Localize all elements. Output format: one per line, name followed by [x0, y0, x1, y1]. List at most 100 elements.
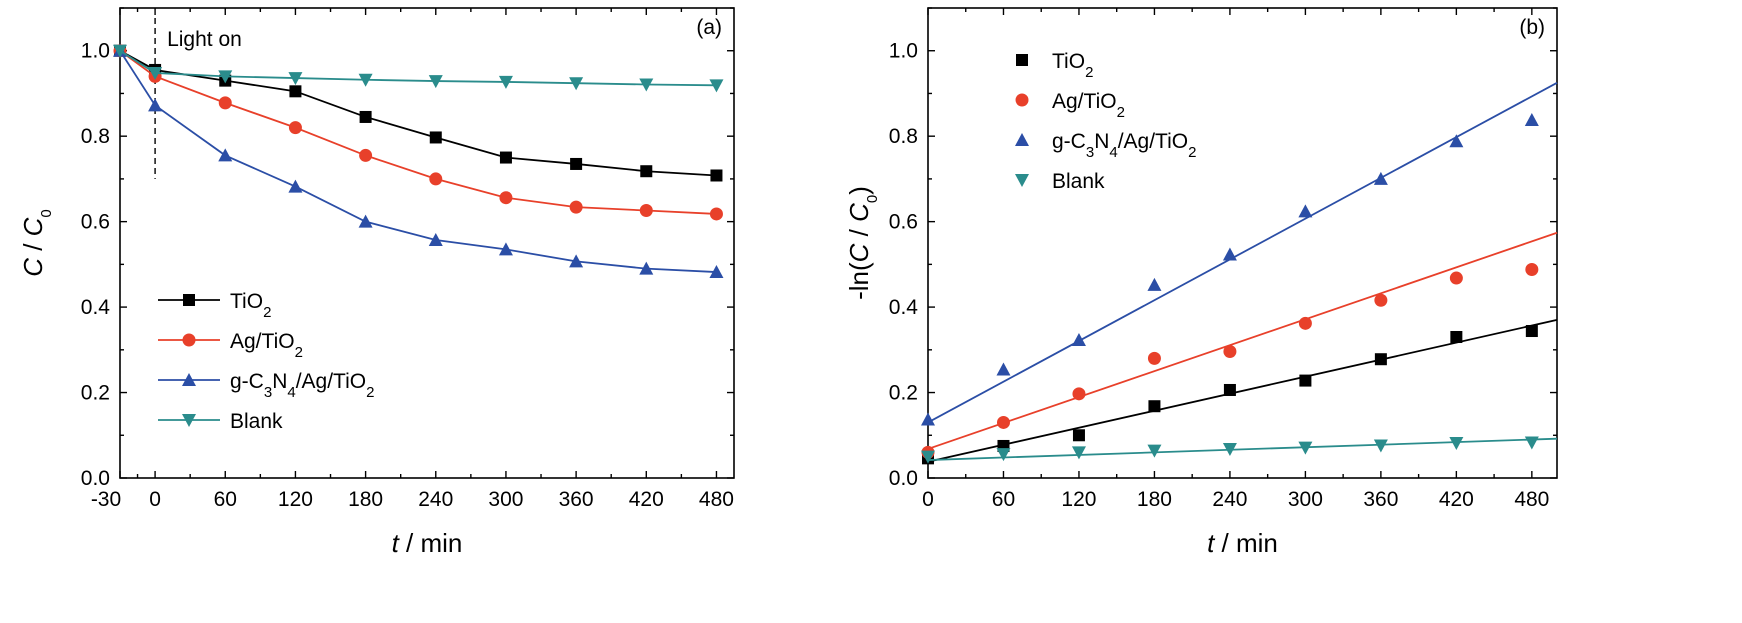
data-point [1147, 351, 1161, 365]
legend-marker [182, 414, 196, 427]
data-point [218, 96, 232, 110]
data-point [1222, 247, 1237, 261]
data-point [288, 72, 303, 86]
data-point [569, 200, 583, 214]
legend-marker [182, 333, 196, 347]
x-tick-label: 360 [559, 488, 594, 511]
legend-entry: g-C3N4/Ag/TiO2 [158, 370, 374, 401]
data-point [996, 415, 1010, 429]
x-tick-label: 0 [149, 488, 161, 511]
x-axis-label: t / min [392, 528, 463, 558]
legend-label: g-C3N4/Ag/TiO2 [1052, 130, 1196, 161]
data-point [359, 110, 372, 123]
legend: TiO2 Ag/TiO2 g-C3N4/Ag/TiO2 Blank [158, 290, 374, 433]
data-point [1449, 271, 1463, 285]
plot-frame [927, 7, 1558, 479]
legend-label: g-C3N4/Ag/TiO2 [230, 370, 374, 401]
data-point [1450, 331, 1463, 343]
light-on-label: Light on [167, 28, 242, 51]
y-tick-label: 0.6 [81, 211, 110, 234]
chart-panel-a: -30 0 60 120 180 240 300 360 420 480 0.0 0.2 0.4 0.6 0… [18, 7, 735, 558]
data-point [499, 151, 512, 164]
y-tick-label: 0.4 [889, 296, 919, 319]
data-point [498, 242, 513, 256]
x-tick-label: 300 [488, 488, 523, 511]
legend-entry: TiO2 [1016, 50, 1093, 81]
data-point [1449, 134, 1464, 148]
data-point [428, 75, 443, 89]
data-point [1525, 325, 1538, 338]
x-tick-label: 60 [992, 488, 1015, 511]
panel-label: (a) [696, 16, 722, 39]
x-tick-label: 0 [922, 488, 934, 511]
legend-entry: g-C3N4/Ag/TiO2 [1015, 130, 1196, 161]
legend-marker [1015, 174, 1029, 187]
data-point [429, 172, 443, 186]
x-tick-label: 360 [1363, 488, 1398, 511]
data-point [218, 148, 233, 162]
x-axis-label: t / min [1207, 528, 1278, 558]
x-tick-label: 420 [1439, 488, 1474, 511]
data-point [1071, 332, 1086, 346]
data-point [996, 362, 1011, 376]
y-axis-label: -ln(C / C0) [844, 186, 881, 300]
legend-entry: Blank [1015, 170, 1105, 193]
series-line [119, 50, 717, 273]
data-point [1148, 400, 1161, 413]
x-tick-label: 480 [1514, 488, 1549, 511]
data-point [1374, 293, 1388, 307]
y-tick-label: 0.4 [81, 296, 111, 319]
data-point [1449, 436, 1464, 450]
data-point [639, 78, 654, 92]
x-tick-label: 240 [1212, 488, 1247, 511]
series-line [119, 49, 717, 177]
data-point [710, 169, 723, 182]
data-point [570, 157, 583, 170]
series-line [119, 49, 717, 87]
data-point [1298, 316, 1312, 330]
y-tick-label: 1.0 [81, 40, 110, 63]
series-1 [921, 231, 1558, 459]
data-point [1147, 444, 1162, 458]
data-point [429, 131, 442, 144]
legend-marker [183, 294, 195, 306]
legend-label: Blank [1052, 170, 1105, 193]
fit-line [927, 81, 1558, 424]
legend-entry: Blank [158, 410, 283, 433]
data-point [1223, 345, 1237, 359]
data-point [288, 179, 303, 193]
data-point [148, 66, 163, 80]
data-point [148, 98, 163, 112]
data-point [1072, 387, 1086, 401]
data-point [1299, 374, 1312, 387]
legend-marker [1015, 93, 1029, 107]
legend-entry: Ag/TiO2 [158, 330, 303, 361]
y-tick-label: 0.0 [81, 467, 110, 490]
data-point [569, 254, 584, 268]
data-point [428, 233, 443, 247]
legend-label: TiO2 [230, 290, 271, 321]
data-point [1373, 171, 1388, 185]
x-tick-label: 180 [1137, 488, 1172, 511]
fit-line [927, 319, 1558, 463]
legend-marker [182, 373, 196, 386]
x-tick-label: 120 [278, 488, 313, 511]
data-point [358, 73, 373, 87]
data-point [639, 204, 653, 218]
fit-line [927, 231, 1558, 450]
chart-panel-b: 0 60 120 180 240 300 360 420 480 0.0 0.2 0.4 0.6 0.8 1… [844, 7, 1558, 558]
data-point [1072, 429, 1085, 442]
data-point [709, 207, 723, 221]
data-point [1147, 277, 1162, 291]
data-point [569, 77, 584, 91]
x-tick-label: 180 [348, 488, 383, 511]
series-3 [921, 436, 1558, 464]
legend-entry: Ag/TiO2 [1015, 90, 1125, 121]
x-tick-label: 240 [418, 488, 453, 511]
data-point [639, 261, 654, 275]
x-tick-label: 300 [1288, 488, 1323, 511]
legend-marker [1016, 54, 1028, 66]
data-point [709, 265, 724, 279]
series-2 [921, 81, 1558, 426]
